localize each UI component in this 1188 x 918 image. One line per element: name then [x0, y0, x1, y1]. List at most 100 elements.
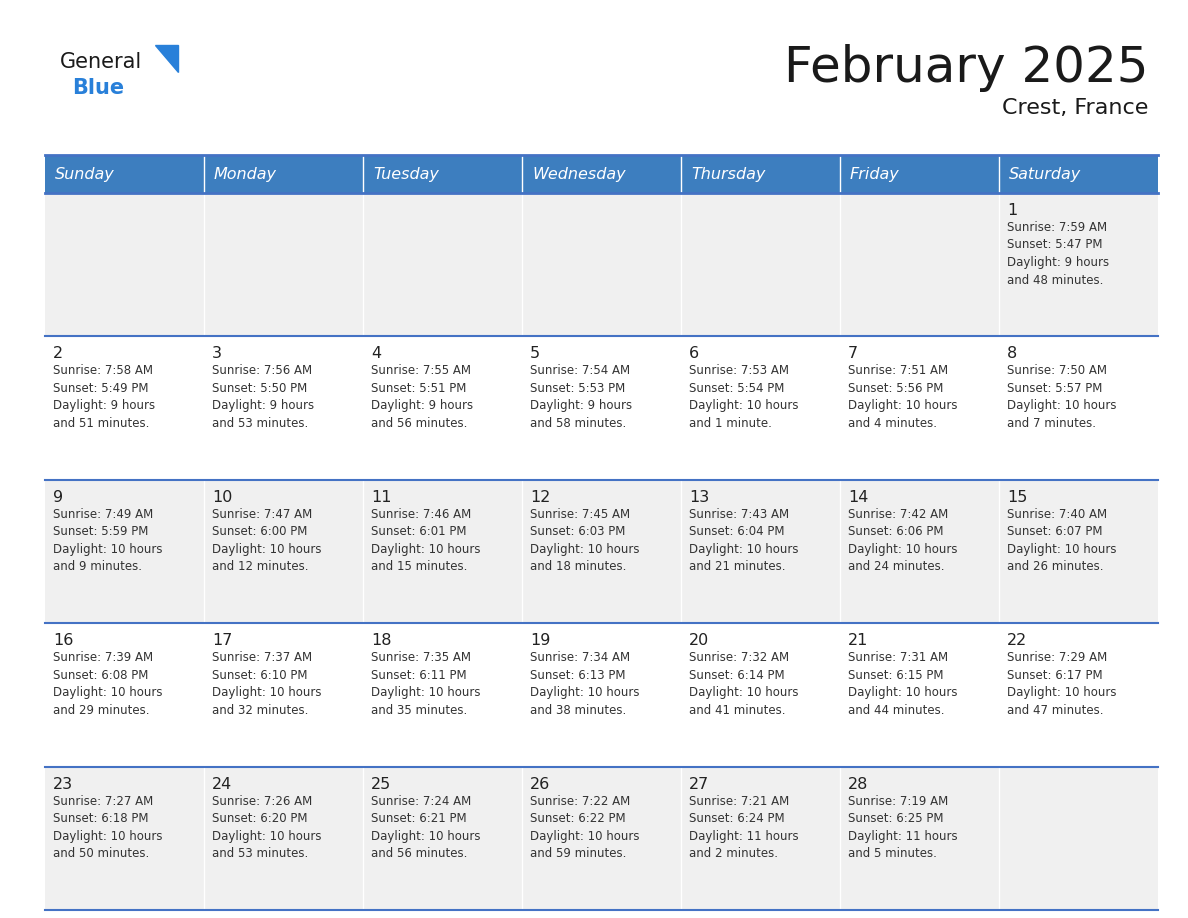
- Text: and 59 minutes.: and 59 minutes.: [530, 847, 626, 860]
- Text: Sunset: 5:47 PM: Sunset: 5:47 PM: [1007, 239, 1102, 252]
- Text: and 21 minutes.: and 21 minutes.: [689, 560, 785, 574]
- Text: 27: 27: [689, 777, 709, 791]
- Bar: [522, 193, 681, 336]
- Text: and 51 minutes.: and 51 minutes.: [53, 417, 150, 430]
- Text: Daylight: 9 hours: Daylight: 9 hours: [1007, 256, 1110, 269]
- Text: 28: 28: [848, 777, 868, 791]
- Text: 17: 17: [211, 633, 233, 648]
- Text: 20: 20: [689, 633, 709, 648]
- Text: Tuesday: Tuesday: [373, 166, 438, 182]
- Text: Sunrise: 7:47 AM: Sunrise: 7:47 AM: [211, 508, 312, 521]
- Text: Daylight: 11 hours: Daylight: 11 hours: [689, 830, 798, 843]
- Text: 25: 25: [371, 777, 391, 791]
- Text: General: General: [61, 52, 143, 72]
- Bar: [45, 193, 204, 336]
- Text: 2: 2: [53, 346, 63, 362]
- Text: Sunrise: 7:39 AM: Sunrise: 7:39 AM: [53, 651, 153, 665]
- Text: Daylight: 10 hours: Daylight: 10 hours: [211, 830, 322, 843]
- Text: Sunset: 5:59 PM: Sunset: 5:59 PM: [53, 525, 148, 538]
- Text: Daylight: 10 hours: Daylight: 10 hours: [848, 543, 958, 555]
- Text: 9: 9: [53, 490, 63, 505]
- Text: Sunset: 5:51 PM: Sunset: 5:51 PM: [371, 382, 467, 395]
- Bar: [364, 336, 522, 480]
- Text: and 56 minutes.: and 56 minutes.: [371, 417, 467, 430]
- Text: and 53 minutes.: and 53 minutes.: [211, 417, 308, 430]
- Text: Sunset: 6:18 PM: Sunset: 6:18 PM: [53, 812, 148, 825]
- Text: Sunset: 6:06 PM: Sunset: 6:06 PM: [848, 525, 943, 538]
- Text: Sunset: 6:17 PM: Sunset: 6:17 PM: [1007, 668, 1102, 682]
- Text: Sunset: 6:20 PM: Sunset: 6:20 PM: [211, 812, 308, 825]
- Bar: [999, 480, 1158, 623]
- Bar: [204, 480, 364, 623]
- Bar: [45, 336, 204, 480]
- Text: and 47 minutes.: and 47 minutes.: [1007, 704, 1104, 717]
- Bar: [681, 193, 840, 336]
- Text: Sunset: 5:53 PM: Sunset: 5:53 PM: [530, 382, 625, 395]
- Text: 21: 21: [848, 633, 868, 648]
- Text: Sunset: 6:15 PM: Sunset: 6:15 PM: [848, 668, 943, 682]
- Text: Crest, France: Crest, France: [1001, 98, 1148, 118]
- Bar: [999, 193, 1158, 336]
- Text: Sunday: Sunday: [55, 166, 115, 182]
- Text: Sunrise: 7:45 AM: Sunrise: 7:45 AM: [530, 508, 630, 521]
- Text: and 32 minutes.: and 32 minutes.: [211, 704, 309, 717]
- Text: Sunset: 6:13 PM: Sunset: 6:13 PM: [530, 668, 626, 682]
- Bar: [364, 767, 522, 910]
- Text: 7: 7: [848, 346, 858, 362]
- Text: and 41 minutes.: and 41 minutes.: [689, 704, 785, 717]
- Text: Sunset: 6:08 PM: Sunset: 6:08 PM: [53, 668, 148, 682]
- Text: Sunrise: 7:51 AM: Sunrise: 7:51 AM: [848, 364, 948, 377]
- Text: Daylight: 10 hours: Daylight: 10 hours: [530, 543, 639, 555]
- Text: and 7 minutes.: and 7 minutes.: [1007, 417, 1097, 430]
- Text: Daylight: 10 hours: Daylight: 10 hours: [211, 686, 322, 700]
- Text: Saturday: Saturday: [1009, 166, 1081, 182]
- Text: Sunrise: 7:58 AM: Sunrise: 7:58 AM: [53, 364, 153, 377]
- Text: and 29 minutes.: and 29 minutes.: [53, 704, 150, 717]
- Text: and 24 minutes.: and 24 minutes.: [848, 560, 944, 574]
- Text: Sunset: 5:50 PM: Sunset: 5:50 PM: [211, 382, 308, 395]
- Text: Sunset: 6:14 PM: Sunset: 6:14 PM: [689, 668, 784, 682]
- Bar: [999, 155, 1158, 193]
- Text: Sunrise: 7:35 AM: Sunrise: 7:35 AM: [371, 651, 470, 665]
- Text: Sunset: 6:21 PM: Sunset: 6:21 PM: [371, 812, 467, 825]
- Bar: [681, 480, 840, 623]
- Bar: [204, 336, 364, 480]
- Text: 5: 5: [530, 346, 541, 362]
- Text: 15: 15: [1007, 490, 1028, 505]
- Bar: [999, 336, 1158, 480]
- Bar: [45, 767, 204, 910]
- Text: Sunrise: 7:29 AM: Sunrise: 7:29 AM: [1007, 651, 1107, 665]
- Text: Friday: Friday: [849, 166, 899, 182]
- Text: Sunrise: 7:26 AM: Sunrise: 7:26 AM: [211, 795, 312, 808]
- Bar: [681, 155, 840, 193]
- Text: and 1 minute.: and 1 minute.: [689, 417, 772, 430]
- Text: Sunset: 6:25 PM: Sunset: 6:25 PM: [848, 812, 943, 825]
- Text: and 56 minutes.: and 56 minutes.: [371, 847, 467, 860]
- Text: Sunrise: 7:22 AM: Sunrise: 7:22 AM: [530, 795, 631, 808]
- Text: Daylight: 10 hours: Daylight: 10 hours: [848, 399, 958, 412]
- Text: 24: 24: [211, 777, 232, 791]
- Text: Sunset: 6:03 PM: Sunset: 6:03 PM: [530, 525, 625, 538]
- Bar: [45, 623, 204, 767]
- Text: Sunset: 6:00 PM: Sunset: 6:00 PM: [211, 525, 308, 538]
- Text: 1: 1: [1007, 203, 1017, 218]
- Text: Daylight: 10 hours: Daylight: 10 hours: [53, 543, 163, 555]
- Text: Sunrise: 7:53 AM: Sunrise: 7:53 AM: [689, 364, 789, 377]
- Bar: [45, 155, 204, 193]
- Text: Daylight: 11 hours: Daylight: 11 hours: [848, 830, 958, 843]
- Text: Monday: Monday: [214, 166, 277, 182]
- Bar: [522, 336, 681, 480]
- Text: Sunrise: 7:40 AM: Sunrise: 7:40 AM: [1007, 508, 1107, 521]
- Bar: [522, 767, 681, 910]
- Text: 23: 23: [53, 777, 74, 791]
- Text: and 12 minutes.: and 12 minutes.: [211, 560, 309, 574]
- Bar: [681, 623, 840, 767]
- Text: and 35 minutes.: and 35 minutes.: [371, 704, 467, 717]
- Text: Sunset: 5:54 PM: Sunset: 5:54 PM: [689, 382, 784, 395]
- Text: and 5 minutes.: and 5 minutes.: [848, 847, 937, 860]
- Text: Daylight: 10 hours: Daylight: 10 hours: [530, 686, 639, 700]
- Text: Sunrise: 7:31 AM: Sunrise: 7:31 AM: [848, 651, 948, 665]
- Bar: [999, 623, 1158, 767]
- Text: Sunrise: 7:19 AM: Sunrise: 7:19 AM: [848, 795, 948, 808]
- Text: and 15 minutes.: and 15 minutes.: [371, 560, 467, 574]
